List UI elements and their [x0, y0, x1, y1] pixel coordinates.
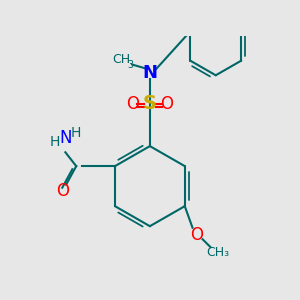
- Text: O: O: [126, 95, 139, 113]
- Text: N: N: [59, 129, 72, 147]
- Text: S: S: [143, 94, 157, 113]
- Text: O: O: [190, 226, 203, 244]
- Text: H: H: [71, 126, 81, 140]
- Text: CH: CH: [112, 53, 130, 66]
- Text: 3: 3: [128, 60, 134, 70]
- Text: H: H: [50, 135, 61, 149]
- Text: N: N: [142, 64, 158, 82]
- Text: O: O: [56, 182, 69, 200]
- Text: CH₃: CH₃: [206, 246, 230, 259]
- Text: O: O: [160, 95, 173, 113]
